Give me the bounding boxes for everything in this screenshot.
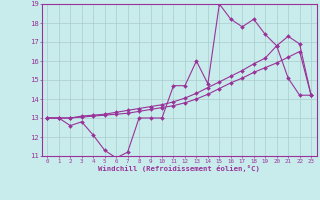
X-axis label: Windchill (Refroidissement éolien,°C): Windchill (Refroidissement éolien,°C) — [98, 165, 260, 172]
